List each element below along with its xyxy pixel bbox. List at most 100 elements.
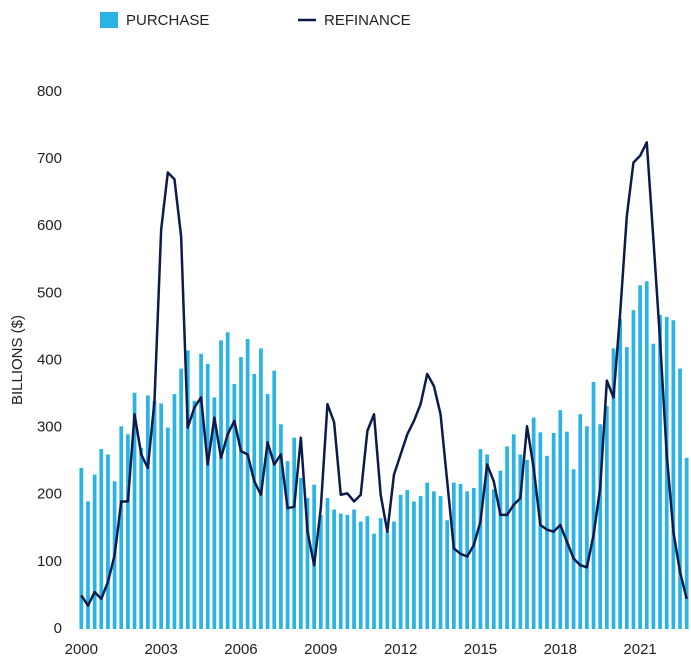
bar xyxy=(651,343,656,629)
y-axis-label: BILLIONS ($) xyxy=(9,315,26,405)
bar xyxy=(538,432,543,629)
bar xyxy=(445,520,450,629)
bar xyxy=(518,454,523,629)
bar xyxy=(392,521,396,629)
bar xyxy=(365,516,370,629)
bar xyxy=(212,397,217,629)
bar xyxy=(598,424,603,629)
bar xyxy=(79,467,84,629)
legend-label: REFINANCE xyxy=(324,12,411,29)
bar xyxy=(272,370,277,629)
bar xyxy=(199,353,203,629)
bar xyxy=(525,459,529,629)
bar xyxy=(618,318,623,629)
bar xyxy=(139,447,144,629)
bar xyxy=(498,470,503,629)
y-tick-label: 0 xyxy=(54,620,62,637)
bar xyxy=(179,368,183,629)
bar xyxy=(245,339,250,629)
bar xyxy=(658,314,662,629)
bar xyxy=(432,491,436,629)
bar xyxy=(485,454,489,629)
y-tick-label: 300 xyxy=(37,419,62,436)
y-tick-label: 800 xyxy=(37,83,62,100)
bar xyxy=(465,491,470,629)
bar xyxy=(265,394,270,629)
bar xyxy=(385,531,390,629)
bar xyxy=(252,373,257,629)
bar xyxy=(678,368,682,629)
bar xyxy=(418,496,423,629)
bar xyxy=(604,406,609,629)
y-tick-label: 400 xyxy=(37,351,62,368)
bar xyxy=(352,509,356,629)
bar xyxy=(438,496,443,629)
bar xyxy=(591,381,596,629)
bar xyxy=(325,498,330,629)
bar xyxy=(106,454,110,629)
bar xyxy=(378,518,383,629)
bar xyxy=(86,501,90,629)
bar xyxy=(99,449,104,629)
y-tick-label: 700 xyxy=(37,150,62,167)
bar xyxy=(318,514,323,629)
bar xyxy=(132,392,137,629)
bar xyxy=(145,395,150,629)
bar xyxy=(372,533,376,629)
bar xyxy=(671,320,676,629)
bar xyxy=(638,285,642,629)
bar xyxy=(412,501,416,629)
bar xyxy=(305,498,310,629)
bar xyxy=(611,348,616,629)
bar xyxy=(624,347,629,629)
legend-swatch xyxy=(100,12,118,28)
bar xyxy=(471,488,476,629)
bar xyxy=(298,477,303,629)
bar xyxy=(119,426,124,629)
x-tick-label: 2009 xyxy=(304,641,337,658)
bar xyxy=(219,340,223,629)
bar xyxy=(585,426,589,629)
bar xyxy=(126,434,130,629)
bar xyxy=(571,469,576,629)
x-tick-label: 2006 xyxy=(224,641,257,658)
bar xyxy=(239,357,243,629)
bar xyxy=(338,513,343,629)
bar xyxy=(478,449,483,629)
bar xyxy=(279,424,283,629)
bar xyxy=(345,514,350,629)
bar xyxy=(631,310,636,629)
bar xyxy=(578,414,583,629)
bar xyxy=(425,482,430,629)
bar xyxy=(232,383,237,629)
bar xyxy=(292,437,297,629)
x-tick-label: 2012 xyxy=(384,641,417,658)
bar xyxy=(451,482,456,629)
bar xyxy=(531,417,536,629)
bar xyxy=(152,400,157,629)
bar xyxy=(358,521,363,629)
bar xyxy=(92,474,97,629)
bar xyxy=(225,332,230,629)
bar xyxy=(491,489,496,629)
bar xyxy=(545,455,549,629)
y-tick-label: 600 xyxy=(37,217,62,234)
bar xyxy=(644,281,649,629)
bar xyxy=(165,427,170,629)
y-tick-label: 500 xyxy=(37,284,62,301)
bar xyxy=(192,400,197,629)
bar xyxy=(565,431,569,629)
legend-label: PURCHASE xyxy=(126,12,209,29)
bar xyxy=(684,457,689,629)
bar xyxy=(398,494,403,629)
bar xyxy=(458,484,463,629)
bar xyxy=(664,316,669,629)
bar xyxy=(505,446,509,629)
bar xyxy=(172,394,177,629)
x-tick-label: 2015 xyxy=(464,641,497,658)
bar xyxy=(285,461,290,629)
x-tick-label: 2003 xyxy=(144,641,177,658)
bar xyxy=(332,509,336,629)
bar xyxy=(159,403,164,629)
